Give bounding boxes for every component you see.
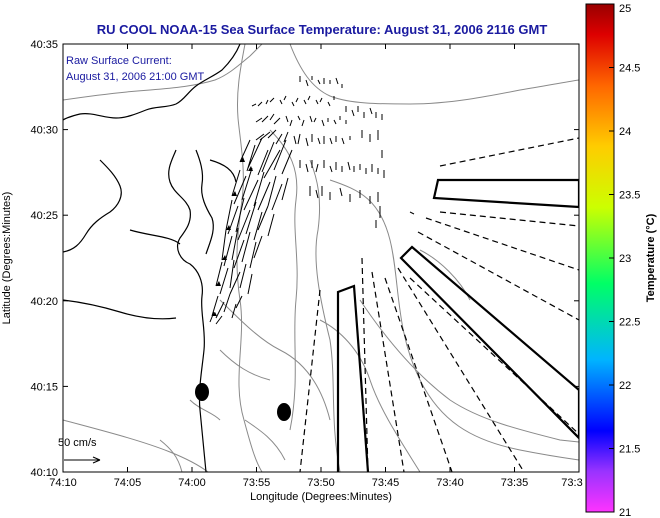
x-tick-label: 74:10: [49, 477, 77, 489]
x-tick-label: 73:45: [372, 477, 400, 489]
colorbar-tick-label: 21.5: [619, 444, 640, 456]
colorbar-tick-label: 22.5: [619, 317, 640, 329]
colorbar: 25 24.5 24 23.5 23 22.5 22 21.5 21 Temperature (…: [585, 3, 657, 518]
colorbar-tick-label: 24.5: [619, 63, 640, 75]
colorbar-tick-label: 24: [619, 126, 631, 138]
y-axis-label: Latitude (Degrees:Minutes): [1, 192, 13, 325]
colorbar-ticks: 25 24.5 24 23.5 23 22.5 22 21.5 21: [609, 3, 640, 518]
y-tick-label: 40:30: [30, 125, 58, 137]
x-axis-ticks: 74:10 74:05 74:00 73:55 73:50 73:45 73:40 73:35…: [49, 44, 583, 489]
x-axis-label: Longitude (Degrees:Minutes): [250, 491, 392, 503]
map-features: [63, 44, 579, 472]
colorbar-tick-label: 25: [619, 3, 631, 15]
station-marker-2: [277, 403, 291, 421]
x-tick-label: 73:40: [436, 477, 464, 489]
colorbar-tick-label: 23: [619, 253, 631, 265]
scale-label: 50 cm/s: [58, 437, 97, 449]
y-tick-label: 40:25: [30, 210, 58, 222]
radar-beam-polygons: [336, 178, 579, 472]
scale-vector: [64, 456, 101, 464]
current-label-line2: August 31, 2006 21:00 GMT: [66, 71, 204, 83]
x-tick-label: 73:35: [501, 477, 529, 489]
y-tick-label: 40:35: [30, 39, 58, 51]
x-tick-label: 74:00: [178, 477, 206, 489]
surface-current-vectors: [209, 76, 415, 325]
colorbar-tick-label: 21: [619, 507, 631, 518]
colorbar-label: Temperature (°C): [645, 213, 657, 302]
colorbar-tick-label: 22: [619, 380, 631, 392]
y-tick-label: 40:10: [30, 467, 58, 479]
x-tick-label: 74:05: [114, 477, 142, 489]
bathymetry-contours: [63, 44, 579, 472]
colorbar-tick-label: 23.5: [619, 190, 640, 202]
map-title: RU COOL NOAA-15 Sea Surface Temperature:…: [97, 22, 548, 37]
station-marker-1: [195, 383, 209, 401]
y-tick-label: 40:15: [30, 381, 58, 393]
x-tick-label: 73:50: [307, 477, 335, 489]
y-tick-label: 40:20: [30, 296, 58, 308]
y-axis-ticks: 40:35 40:30 40:25 40:20 40:15 40:10: [30, 39, 579, 479]
map-plot-area: Raw Surface Current: August 31, 2006 21:…: [58, 43, 580, 473]
x-tick-label: 73:3: [561, 477, 582, 489]
current-label-line1: Raw Surface Current:: [66, 55, 172, 67]
x-tick-label: 73:55: [243, 477, 271, 489]
